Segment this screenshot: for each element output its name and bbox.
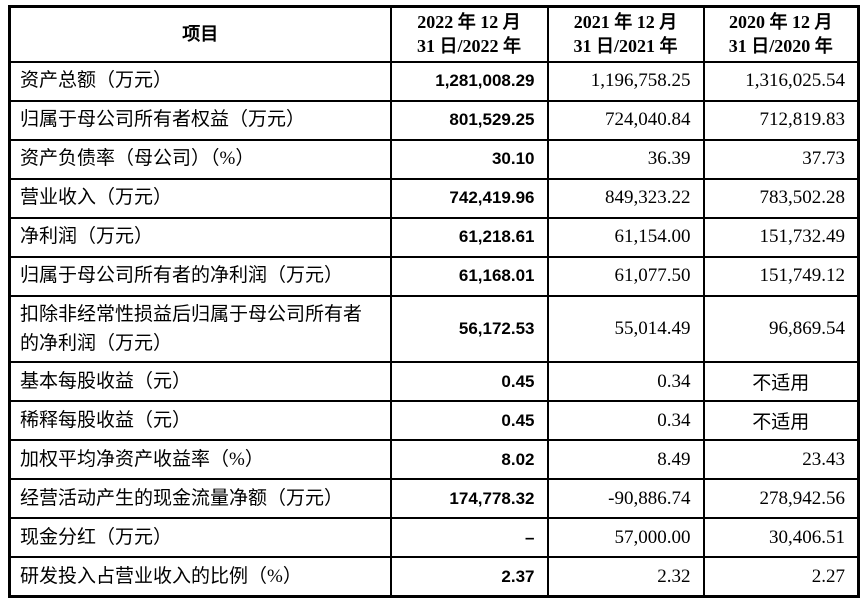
table-row-total-assets: 资产总额（万元） 1,281,008.29 1,196,758.25 1,316… [8,60,860,102]
value-2021: 36.39 [546,138,705,180]
table-body: 资产总额（万元） 1,281,008.29 1,196,758.25 1,316… [8,60,860,598]
header-2022-line1: 2022 年 12 月 [417,12,521,32]
row-label: 资产总额（万元） [8,60,392,102]
row-label: 稀释每股收益（元） [8,400,392,442]
value-2020: 151,749.12 [702,255,860,297]
value-2020: 37.73 [702,138,860,180]
value-2020: 96,869.54 [702,294,860,364]
value-2020: 30,406.51 [702,517,860,559]
value-2022: 0.45 [389,400,549,442]
value-2021: 2.32 [546,556,705,598]
value-2021: 0.34 [546,400,705,442]
value-2020: 278,942.56 [702,478,860,520]
value-2021: 61,154.00 [546,216,705,258]
row-label: 扣除非经常性损益后归属于母公司所有者的净利润（万元） [8,294,392,364]
value-2021: 8.49 [546,439,705,481]
value-2020: 23.43 [702,439,860,481]
header-row: 项目 2022 年 12 月 31 日/2022 年 2021 年 12 月 3… [8,5,860,63]
table-row-debt-ratio: 资产负债率（母公司）（%） 30.10 36.39 37.73 [8,138,860,180]
table-row-operating-cash-flow: 经营活动产生的现金流量净额（万元） 174,778.32 -90,886.74 … [8,478,860,520]
value-2020: 不适用 [702,361,860,403]
table-row-parent-equity: 归属于母公司所有者权益（万元） 801,529.25 724,040.84 71… [8,99,860,141]
value-2021: -90,886.74 [546,478,705,520]
value-2022: 56,172.53 [389,294,549,364]
table-row-net-profit: 净利润（万元） 61,218.61 61,154.00 151,732.49 [8,216,860,258]
table-row-basic-eps: 基本每股收益（元） 0.45 0.34 不适用 [8,361,860,403]
table-header: 项目 2022 年 12 月 31 日/2022 年 2021 年 12 月 3… [8,5,860,63]
value-2020: 712,819.83 [702,99,860,141]
value-2022: 30.10 [389,138,549,180]
header-col-2021: 2021 年 12 月 31 日/2021 年 [546,5,705,63]
table-row-cash-dividend: 现金分红（万元） – 57,000.00 30,406.51 [8,517,860,559]
value-2021: 849,323.22 [546,177,705,219]
table-row-weighted-roe: 加权平均净资产收益率（%） 8.02 8.49 23.43 [8,439,860,481]
row-label: 基本每股收益（元） [8,361,392,403]
header-item: 项目 [8,5,392,63]
row-label: 归属于母公司所有者的净利润（万元） [8,255,392,297]
value-2022: 2.37 [389,556,549,598]
header-2022-line2: 31 日/2022 年 [416,36,521,57]
row-label: 净利润（万元） [8,216,392,258]
row-label: 加权平均净资产收益率（%） [8,439,392,481]
value-2022: 174,778.32 [389,478,549,520]
header-2020-line2: 31 日/2020 年 [728,36,833,57]
value-2022: 8.02 [389,439,549,481]
value-2021: 55,014.49 [546,294,705,364]
header-2020-line1: 2020 年 12 月 [729,12,833,32]
value-2022: – [389,517,549,559]
value-2022: 742,419.96 [389,177,549,219]
row-label: 经营活动产生的现金流量净额（万元） [8,478,392,520]
value-2021: 724,040.84 [546,99,705,141]
value-2020: 1,316,025.54 [702,60,860,102]
row-label: 营业收入（万元） [8,177,392,219]
table-row-revenue: 营业收入（万元） 742,419.96 849,323.22 783,502.2… [8,177,860,219]
value-2022: 61,168.01 [389,255,549,297]
value-2020: 151,732.49 [702,216,860,258]
table-row-deducted-net-profit: 扣除非经常性损益后归属于母公司所有者的净利润（万元） 56,172.53 55,… [8,294,860,364]
row-label: 研发投入占营业收入的比例（%） [8,556,392,598]
row-label: 现金分红（万元） [8,517,392,559]
header-col-2022: 2022 年 12 月 31 日/2022 年 [389,5,549,63]
header-2021-line1: 2021 年 12 月 [573,12,678,32]
value-2022: 0.45 [389,361,549,403]
value-2021: 0.34 [546,361,705,403]
table-row-diluted-eps: 稀释每股收益（元） 0.45 0.34 不适用 [8,400,860,442]
value-2021: 57,000.00 [546,517,705,559]
value-2022: 1,281,008.29 [389,60,549,102]
value-2022: 61,218.61 [389,216,549,258]
table-row-parent-net-profit: 归属于母公司所有者的净利润（万元） 61,168.01 61,077.50 15… [8,255,860,297]
financial-summary-table: 项目 2022 年 12 月 31 日/2022 年 2021 年 12 月 3… [8,5,860,598]
row-label: 资产负债率（母公司）（%） [8,138,392,180]
value-2021: 61,077.50 [546,255,705,297]
header-2021-line2: 31 日/2021 年 [573,36,678,57]
value-2020: 不适用 [702,400,860,442]
row-label: 归属于母公司所有者权益（万元） [8,99,392,141]
value-2020: 783,502.28 [702,177,860,219]
header-col-2020: 2020 年 12 月 31 日/2020 年 [702,5,860,63]
value-2021: 1,196,758.25 [546,60,705,102]
value-2022: 801,529.25 [389,99,549,141]
value-2020: 2.27 [702,556,860,598]
table-row-rd-ratio: 研发投入占营业收入的比例（%） 2.37 2.32 2.27 [8,556,860,598]
